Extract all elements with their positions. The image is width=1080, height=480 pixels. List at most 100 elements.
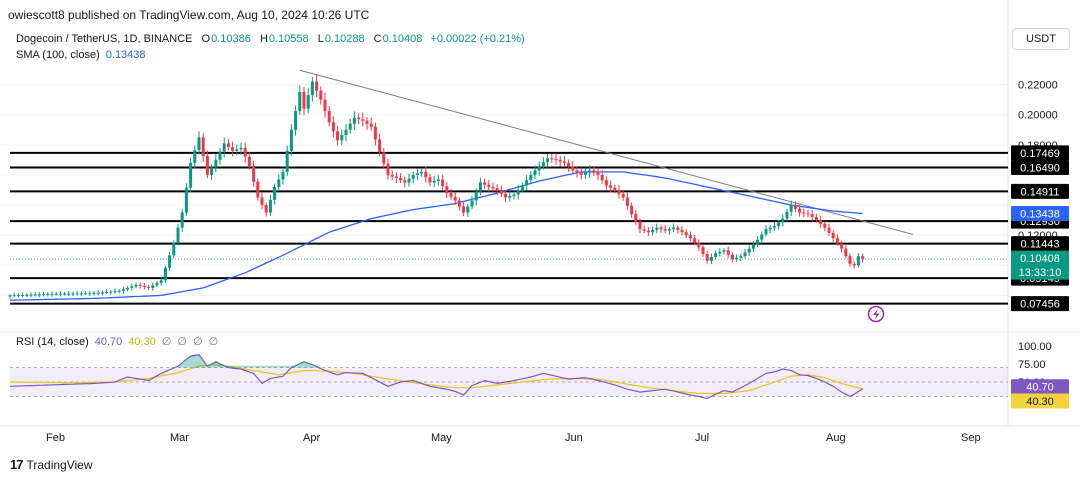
candle-body-188	[798, 208, 802, 213]
rsi-tick-0: 100.00	[1018, 341, 1052, 353]
candle-body-19	[88, 293, 92, 295]
close-label: C	[373, 33, 382, 45]
candle-body-107	[457, 200, 461, 207]
candle-body-55	[239, 147, 243, 150]
sma-label[interactable]: SMA (100, close)	[16, 49, 100, 61]
candle-body-68	[294, 110, 298, 130]
candle-body-127	[541, 162, 545, 166]
candle-body-174	[739, 256, 743, 258]
candle-body-9	[46, 294, 50, 296]
candle-body-148	[630, 205, 634, 215]
level-tag-2-text: 0.14911	[1021, 186, 1060, 198]
candle-body-36	[159, 280, 163, 283]
candle-body-69	[298, 92, 302, 111]
rsi-value-tag-bg	[1011, 379, 1069, 395]
candle-body-27	[121, 289, 125, 291]
candle-body-156	[663, 229, 667, 231]
grid-lines	[0, 0, 1080, 427]
candle-body-201	[852, 263, 856, 266]
candle-body-44	[193, 150, 197, 163]
month-label-6: Aug	[826, 432, 846, 444]
candle-body-3	[21, 294, 25, 296]
candle-body-11	[54, 293, 58, 295]
candle-body-136	[579, 172, 583, 175]
candle-body-115	[491, 186, 495, 189]
candle-body-38	[168, 255, 172, 268]
rsi-extra-3: ∅	[208, 336, 219, 348]
candle-body-196	[831, 232, 835, 239]
candle-body-45	[197, 137, 201, 151]
sma-legend[interactable]: SMA (100, close) 0.13438	[16, 49, 146, 61]
candle-body-6	[33, 294, 37, 296]
candle-body-62	[268, 199, 272, 213]
horizontal-levels[interactable]	[10, 151, 1008, 305]
price-axis[interactable]: 0.220000.200000.180000.120000.174690.164…	[1011, 80, 1069, 409]
candle-body-168	[714, 253, 718, 258]
candle-body-137	[583, 172, 587, 175]
level-tag-0-text: 0.17469	[1020, 148, 1060, 160]
currency-button[interactable]: USDT	[1012, 28, 1070, 50]
candle-body-95	[407, 178, 411, 183]
trendline-group[interactable]	[299, 69, 914, 235]
candle-body-165	[701, 247, 705, 254]
candle-body-166	[705, 254, 709, 261]
candle-body-12	[58, 293, 62, 295]
candle-body-141	[600, 174, 604, 181]
candle-body-40	[176, 227, 180, 243]
rsi-value-tag: 40.70	[1011, 379, 1069, 395]
candle-body-100	[428, 177, 432, 183]
candle-body-52	[226, 143, 230, 148]
sma-price-tag-text: 0.13438	[1020, 209, 1060, 221]
candle-body-167	[709, 257, 713, 261]
rsi-ma-line	[10, 364, 863, 395]
candle-body-67	[289, 129, 293, 151]
candle-body-0	[8, 295, 12, 297]
candle-body-22	[100, 292, 104, 294]
candle-body-170	[722, 250, 726, 252]
candle-body-94	[403, 180, 407, 183]
candle-body-179	[760, 234, 764, 240]
candle-body-99	[424, 171, 428, 178]
level-tag-4-bg	[1011, 236, 1069, 252]
sma-value: 0.13438	[105, 49, 146, 61]
tradingview-footer[interactable]: 17 TradingView	[10, 457, 93, 472]
trendline	[299, 69, 914, 235]
candle-body-79	[340, 135, 344, 141]
candle-body-181	[768, 227, 772, 230]
low-value: 0.10288	[324, 33, 365, 45]
candle-body-39	[172, 242, 176, 256]
chart-extras	[10, 258, 1008, 323]
rsi-ma-value-tag: 40.30	[1011, 393, 1069, 409]
rsi-legend[interactable]: RSI (14, close) 40.70 40.30 ∅ ∅ ∅ ∅	[16, 335, 218, 348]
candle-body-28	[126, 287, 130, 290]
candle-body-111	[474, 191, 478, 201]
month-label-5: Jul	[695, 432, 709, 444]
time-axis[interactable]: Feb Mar Apr May Jun Jul Aug Sep	[46, 432, 981, 444]
candles	[8, 74, 865, 299]
candle-body-82	[352, 117, 356, 124]
candle-body-132	[562, 161, 566, 163]
candle-body-4	[25, 294, 29, 296]
candle-body-5	[29, 294, 33, 296]
symbol-legend[interactable]: Dogecoin / TetherUS, 1D, BINANCE O0.1038…	[16, 33, 525, 45]
rsi-label[interactable]: RSI (14, close)	[16, 336, 89, 348]
candle-body-47	[205, 156, 209, 175]
candle-body-104	[445, 186, 449, 194]
candle-body-172	[730, 254, 734, 260]
last-price-tag-bg	[1011, 250, 1069, 266]
candle-body-189	[802, 212, 806, 214]
symbol-name[interactable]: Dogecoin / TetherUS, 1D, BINANCE	[16, 33, 193, 45]
countdown-tag: 13:33:10	[1011, 264, 1069, 280]
high-label: H	[259, 33, 268, 45]
lightning-icon-bolt	[873, 309, 880, 320]
candle-body-171	[726, 250, 730, 255]
candle-body-88	[378, 139, 382, 153]
candle-body-119	[508, 196, 512, 198]
rsi-extra-1: ∅	[177, 336, 187, 348]
rsi-tick-1: 75.00	[1018, 359, 1046, 371]
candle-body-33	[147, 286, 151, 288]
candle-body-20	[92, 293, 96, 295]
candle-body-144	[613, 187, 617, 190]
candle-body-73	[315, 81, 319, 91]
